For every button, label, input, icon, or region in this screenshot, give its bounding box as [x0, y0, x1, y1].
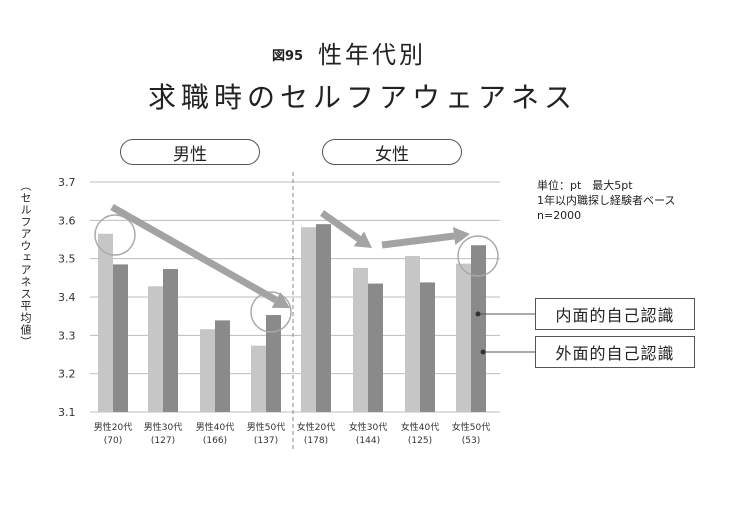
bar	[148, 286, 163, 412]
figure-number: 図95	[272, 49, 304, 64]
y-tick-label: 3.7	[58, 176, 76, 189]
sample-size-label: (137)	[254, 436, 278, 446]
note-base: 1年以内職探し経験者ベース	[537, 194, 676, 207]
chart-note: 単位：pt 最大5pt 1年以内職探し経験者ベース n=2000	[537, 178, 675, 223]
bar	[266, 315, 281, 412]
trend-arrow-male-head	[271, 292, 290, 308]
highlight-circle	[94, 214, 136, 256]
bar	[200, 329, 215, 412]
x-tick-label: 男性20代	[94, 421, 132, 433]
sample-size-label: (70)	[104, 436, 122, 446]
y-tick-label: 3.3	[58, 329, 76, 342]
y-tick-label: 3.2	[58, 368, 76, 381]
note-n: n=2000	[537, 209, 582, 222]
group-label-male: 男性	[120, 139, 260, 165]
group-label-female: 女性	[322, 139, 462, 165]
note-unit: 単位：pt 最大5pt	[537, 179, 633, 192]
bar	[420, 282, 435, 412]
chart-title-line1: 性年代別	[318, 41, 426, 69]
sample-size-label: (125)	[408, 436, 432, 446]
highlight-circle	[457, 235, 499, 277]
legend-outer: 外面的自己認識	[535, 336, 695, 368]
bar	[405, 255, 420, 412]
chart-title-line2: 求職時のセルフアウェアネス	[148, 81, 578, 114]
x-tick-label: 女性30代	[349, 421, 387, 433]
y-tick-label: 3.6	[58, 214, 76, 227]
sample-size-label: (144)	[356, 436, 380, 446]
trend-arrow-male	[110, 203, 278, 304]
x-tick-label: 男性50代	[247, 421, 285, 433]
trend-arrow-female-a-head	[353, 231, 372, 248]
sample-size-label: (178)	[304, 436, 328, 446]
y-tick-label: 3.4	[58, 291, 76, 304]
bar	[368, 283, 383, 412]
bar	[113, 264, 128, 412]
bar	[163, 269, 178, 412]
legend-marker	[475, 311, 481, 317]
bar	[301, 227, 316, 412]
sample-size-label: (53)	[462, 436, 480, 446]
bar	[471, 245, 486, 412]
x-tick-label: 女性40代	[401, 421, 439, 433]
x-tick-label: 女性20代	[297, 421, 335, 433]
y-axis-label: （セルフアウェアネス平均値）	[19, 180, 32, 348]
x-tick-label: 男性40代	[196, 421, 234, 433]
bar	[316, 224, 331, 412]
trend-arrow-female-b-head	[453, 227, 470, 245]
x-tick-label: 男性30代	[144, 421, 182, 433]
sample-size-label: (166)	[203, 436, 227, 446]
sample-size-label: (127)	[151, 436, 175, 446]
bar	[251, 345, 266, 412]
bar	[215, 320, 230, 412]
bar	[98, 233, 113, 412]
x-tick-label: 女性50代	[452, 421, 490, 433]
highlight-circle	[250, 291, 292, 333]
trend-arrow-female-a	[319, 210, 361, 242]
bar	[353, 267, 368, 412]
y-tick-label: 3.5	[58, 253, 76, 266]
bar	[456, 263, 471, 412]
legend-marker	[480, 349, 486, 355]
y-tick-label: 3.1	[58, 406, 76, 419]
legend-inner: 内面的自己認識	[535, 298, 695, 330]
trend-arrow-female-b	[381, 232, 455, 249]
